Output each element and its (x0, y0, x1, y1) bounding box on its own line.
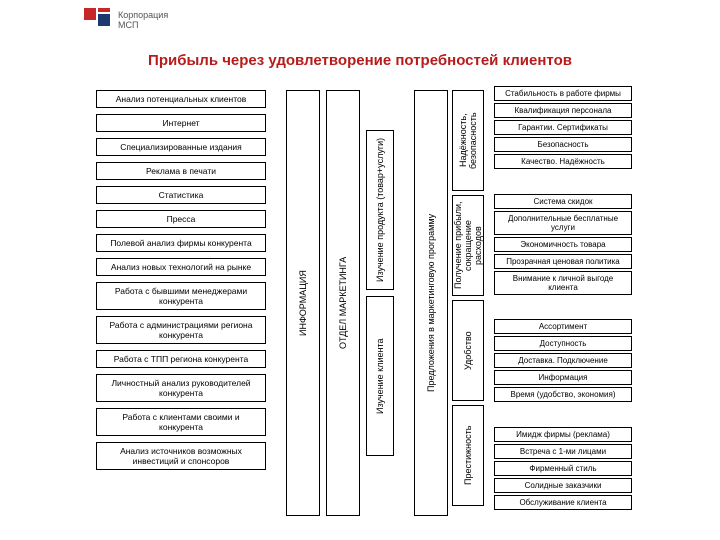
source-box-1: Интернет (96, 114, 266, 132)
detail-group-1: Система скидок Дополнительные бесплатные … (494, 194, 632, 295)
source-box-11: Личностный анализ руководителей конкурен… (96, 374, 266, 402)
category-3: Престижность (452, 405, 484, 506)
program-column: Предложения в маркетинговую программу (414, 90, 448, 516)
detail-group-2: Ассортимент Доступность Доставка. Подключе… (494, 319, 632, 402)
detail-box-3-3: Солидные заказчики (494, 478, 632, 493)
detail-box-1-1: Дополнительные бесплатные услуги (494, 211, 632, 235)
sources-column: Анализ потенциальных клиентов Интернет Спе… (96, 90, 266, 470)
study-pair: Изучение продукта (товар+услуги) Изучени… (366, 90, 394, 540)
detail-box-1-4: Внимание к личной выгоде клиента (494, 271, 632, 295)
detail-box-2-4: Время (удобство, экономия) (494, 387, 632, 402)
detail-box-3-2: Фирменный стиль (494, 461, 632, 476)
source-box-7: Анализ новых технологий на рынке (96, 258, 266, 276)
category-0: Надёжность, безопасность (452, 90, 484, 191)
detail-box-2-2: Доставка. Подключение (494, 353, 632, 368)
detail-box-2-3: Информация (494, 370, 632, 385)
detail-box-3-1: Встреча с 1-ми лицами (494, 444, 632, 459)
source-box-12: Работа с клиентами своими и конкурента (96, 408, 266, 436)
category-2: Удобство (452, 300, 484, 401)
detail-box-0-0: Стабильность в работе фирмы (494, 86, 632, 101)
detail-box-0-4: Качество. Надёжность (494, 154, 632, 169)
source-box-8: Работа с бывшими менеджерами конкурента (96, 282, 266, 310)
logo-text: Корпорация МСП (118, 10, 168, 30)
details-column: Стабильность в работе фирмы Квалификация … (494, 86, 632, 510)
source-box-13: Анализ источников возможных инвестиций и… (96, 442, 266, 470)
detail-box-1-0: Система скидок (494, 194, 632, 209)
detail-box-1-2: Экономичность товара (494, 237, 632, 252)
logo-icon (84, 8, 112, 32)
source-box-6: Полевой анализ фирмы конкурента (96, 234, 266, 252)
category-1: Получение прибыли, сокращение расходов (452, 195, 484, 296)
source-box-4: Статистика (96, 186, 266, 204)
info-column: ИНФОРМАЦИЯ (286, 90, 320, 516)
detail-box-3-0: Имидж фирмы (реклама) (494, 427, 632, 442)
detail-group-3: Имидж фирмы (реклама) Встреча с 1-ми лица… (494, 427, 632, 510)
detail-box-3-4: Обслуживание клиента (494, 495, 632, 510)
detail-box-2-1: Доступность (494, 336, 632, 351)
study-product: Изучение продукта (товар+услуги) (366, 130, 394, 290)
dept-column: ОТДЕЛ МАРКЕТИНГА (326, 90, 360, 516)
source-box-10: Работа с ТПП региона конкурента (96, 350, 266, 368)
page-title: Прибыль через удовлетворение потребносте… (0, 52, 720, 69)
logo: Корпорация МСП (84, 8, 168, 32)
source-box-3: Реклама в печати (96, 162, 266, 180)
detail-box-1-3: Прозрачная ценовая политика (494, 254, 632, 269)
page: Корпорация МСП Прибыль через удовлетворе… (0, 0, 720, 540)
categories-column: Надёжность, безопасность Получение прибыл… (452, 90, 482, 506)
source-box-5: Пресса (96, 210, 266, 228)
source-box-0: Анализ потенциальных клиентов (96, 90, 266, 108)
detail-box-2-0: Ассортимент (494, 319, 632, 334)
detail-group-0: Стабильность в работе фирмы Квалификация … (494, 86, 632, 169)
study-client: Изучение клиента (366, 296, 394, 456)
source-box-9: Работа с администрациями региона конкуре… (96, 316, 266, 344)
source-box-2: Специализированные издания (96, 138, 266, 156)
detail-box-0-1: Квалификация персонала (494, 103, 632, 118)
detail-box-0-3: Безопасность (494, 137, 632, 152)
detail-box-0-2: Гарантии. Сертификаты (494, 120, 632, 135)
middle-flow: ИНФОРМАЦИЯ ОТДЕЛ МАРКЕТИНГА Изучение про… (286, 90, 394, 506)
